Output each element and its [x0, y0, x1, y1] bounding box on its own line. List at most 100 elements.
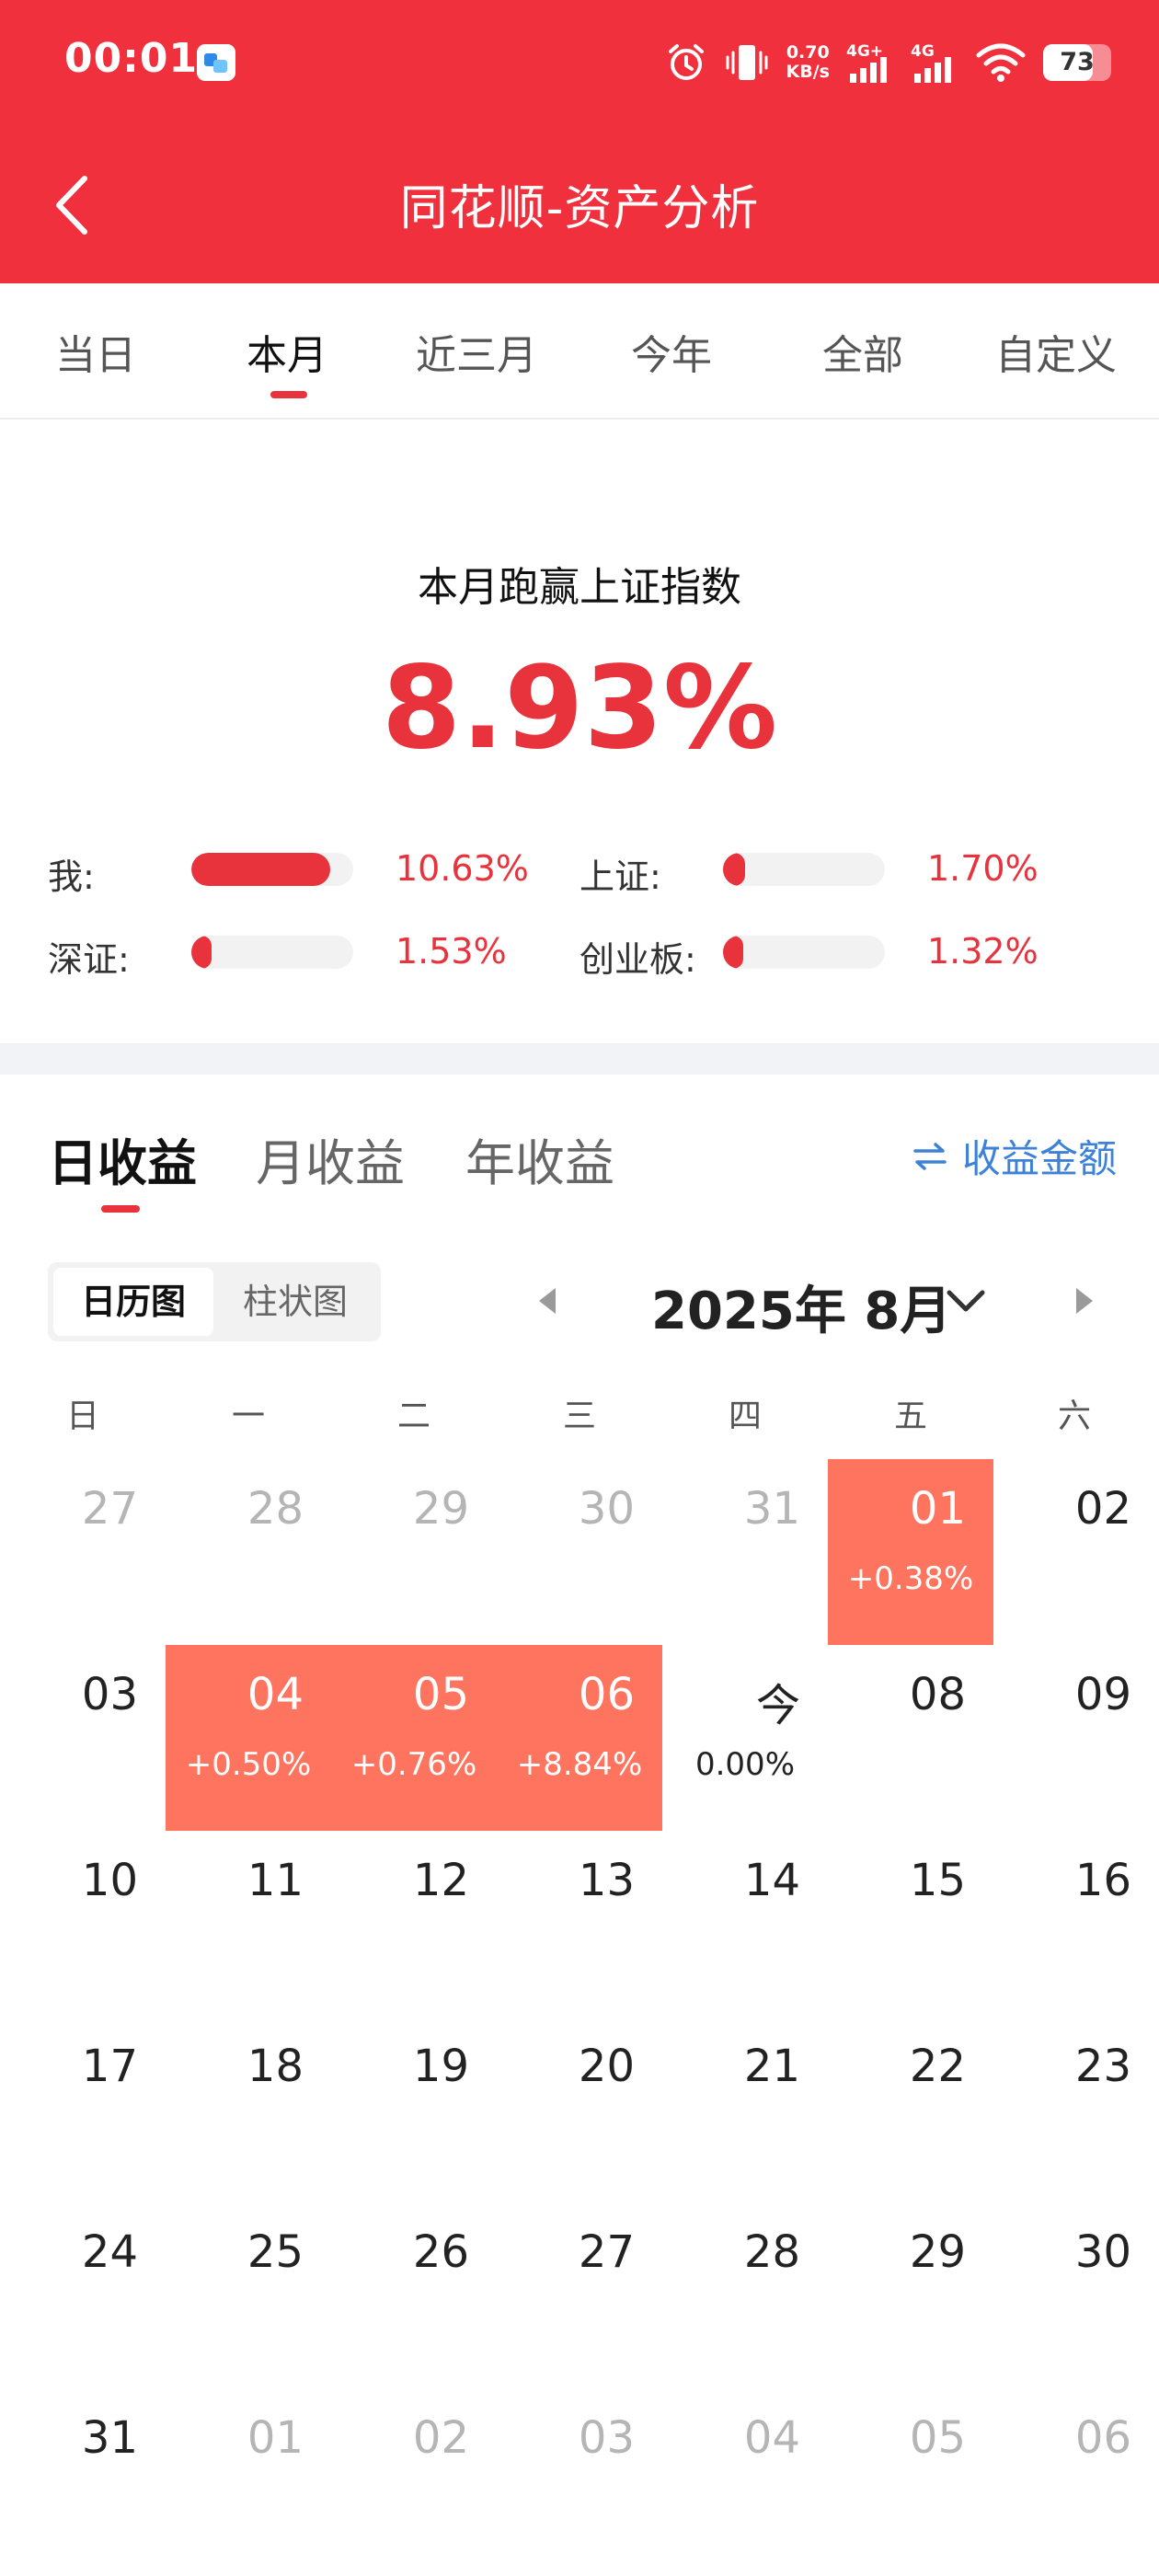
comparison-label-chinext: 创业板:	[580, 939, 696, 980]
toggle-earnings-amount-button[interactable]: 收益金额	[912, 1128, 1117, 1184]
comparison-bar-fill	[191, 853, 330, 886]
calendar-day[interactable]: 29	[828, 2202, 993, 2388]
calendar-day[interactable]: 29	[331, 1459, 497, 1645]
signal-type-label: 4G	[911, 42, 935, 61]
calendar-day[interactable]: 22	[828, 2017, 993, 2202]
calendar-day-return: +8.84%	[516, 1746, 643, 1783]
comparison-bar-chinext	[723, 936, 885, 969]
tab-today[interactable]: 当日	[55, 332, 136, 379]
calendar-day[interactable]: 06 +8.84%	[497, 1645, 662, 1831]
calendar-day-number: 25	[247, 2226, 304, 2278]
calendar-day[interactable]: 02	[993, 1459, 1159, 1645]
period-tabs: 当日 本月 近三月 今年 全部 自定义	[0, 283, 1159, 420]
calendar-day[interactable]: 10	[0, 1831, 166, 2017]
tab-all[interactable]: 全部	[822, 332, 903, 379]
comparison-label-shanghai: 上证:	[580, 857, 661, 897]
tab-monthly-earnings[interactable]: 月收益	[256, 1134, 405, 1192]
swap-icon	[913, 1142, 947, 1170]
calendar-day-number: 18	[247, 2041, 304, 2092]
active-earnings-tab-indicator	[101, 1205, 140, 1213]
bar-chart-view-button[interactable]: 柱状图	[242, 1282, 348, 1322]
calendar-day[interactable]: 08	[828, 1645, 993, 1831]
summary-title: 本月跑赢上证指数	[418, 564, 741, 611]
calendar-day[interactable]: 31	[662, 1459, 828, 1645]
calendar-day[interactable]: 28	[166, 1459, 331, 1645]
calendar-day[interactable]: 04	[662, 2388, 828, 2574]
calendar-grid: 27 28 29 30 31 01 +0.38% 02 03 04 +0.50% 05 +0.76% 06…	[0, 1459, 1159, 2563]
calendar-day[interactable]: 18	[166, 2017, 331, 2202]
calendar-day[interactable]: 17	[0, 2017, 166, 2202]
calendar-day[interactable]: 05	[828, 2388, 993, 2574]
battery-icon: 73	[1043, 44, 1111, 81]
calendar-day[interactable]: 14	[662, 1831, 828, 2017]
calendar-day[interactable]: 06	[993, 2388, 1159, 2574]
calendar-day[interactable]: 26	[331, 2202, 497, 2388]
calendar-day-number: 24	[81, 2226, 138, 2278]
calendar-day[interactable]: 01	[166, 2388, 331, 2574]
calendar-day-number: 20	[578, 2041, 635, 2092]
chevron-down-icon[interactable]	[940, 1275, 992, 1327]
calendar-day[interactable]: 24	[0, 2202, 166, 2388]
calendar-day-number: 01	[909, 1483, 966, 1535]
calendar-day-number: 06	[1074, 2412, 1131, 2464]
calendar-day-number: 30	[1074, 2226, 1131, 2278]
tab-this-month[interactable]: 本月	[247, 332, 327, 379]
calendar-day[interactable]: 09	[993, 1645, 1159, 1831]
status-icons: 0.70 KB/s 4G+ 4G 73	[665, 37, 1111, 88]
active-tab-indicator	[270, 391, 307, 398]
calendar-day[interactable]: 03	[497, 2388, 662, 2574]
calendar-day[interactable]: 30	[497, 1459, 662, 1645]
calendar-day-number: 02	[412, 2412, 469, 2464]
comparison-bar-fill	[191, 936, 212, 969]
weekday-header: 日	[65, 1397, 99, 1435]
calendar-day[interactable]: 今 0.00%	[662, 1645, 828, 1831]
calendar-day-number: 27	[81, 1483, 138, 1535]
signal-icon: 4G	[911, 42, 958, 83]
next-month-button[interactable]	[1065, 1282, 1102, 1319]
back-button[interactable]	[44, 171, 103, 239]
vibrate-icon	[726, 45, 768, 80]
calendar-day-number: 03	[578, 2412, 635, 2464]
calendar-day[interactable]: 16	[993, 1831, 1159, 2017]
calendar-day[interactable]: 03	[0, 1645, 166, 1831]
calendar-day[interactable]: 12	[331, 1831, 497, 2017]
weekday-header: 四	[728, 1397, 762, 1435]
calendar-day[interactable]: 11	[166, 1831, 331, 2017]
view-toggle: 日历图 柱状图	[48, 1262, 381, 1341]
calendar-day[interactable]: 25	[166, 2202, 331, 2388]
tab-last-three-months[interactable]: 近三月	[416, 332, 537, 379]
calendar-day[interactable]: 21	[662, 2017, 828, 2202]
comparison-bar-fill	[723, 853, 745, 886]
calendar-day[interactable]: 30	[993, 2202, 1159, 2388]
tab-daily-earnings[interactable]: 日收益	[48, 1134, 197, 1192]
calendar-day[interactable]: 13	[497, 1831, 662, 2017]
calendar-day-number: 05	[412, 1669, 469, 1720]
calendar-day-number: 26	[412, 2226, 469, 2278]
calendar-day[interactable]: 04 +0.50%	[166, 1645, 331, 1831]
weekday-header: 六	[1057, 1397, 1091, 1435]
prev-month-button[interactable]	[530, 1282, 567, 1319]
calendar-day[interactable]: 15	[828, 1831, 993, 2017]
calendar-day[interactable]: 27	[497, 2202, 662, 2388]
calendar-day[interactable]: 31	[0, 2388, 166, 2574]
calendar-day[interactable]: 19	[331, 2017, 497, 2202]
calendar-day[interactable]: 28	[662, 2202, 828, 2388]
tab-custom[interactable]: 自定义	[995, 332, 1117, 379]
calendar-view-button[interactable]: 日历图	[53, 1268, 213, 1336]
calendar-day[interactable]: 20	[497, 2017, 662, 2202]
battery-fill	[1043, 44, 1093, 81]
calendar-day-number: 28	[743, 2226, 800, 2278]
calendar-day[interactable]: 02	[331, 2388, 497, 2574]
calendar-day-number: 12	[412, 1855, 469, 1906]
calendar-day[interactable]: 05 +0.76%	[331, 1645, 497, 1831]
tab-yearly-earnings[interactable]: 年收益	[465, 1134, 614, 1192]
calendar-day-number: 03	[81, 1669, 138, 1720]
calendar-day-return: 0.00%	[694, 1746, 795, 1783]
month-label[interactable]: 2025年 8月	[651, 1282, 952, 1341]
calendar-day[interactable]: 27	[0, 1459, 166, 1645]
calendar-day-number: 14	[743, 1855, 800, 1906]
calendar-day[interactable]: 01 +0.38%	[828, 1459, 993, 1645]
comparison-value-shenzhen: 1.53%	[396, 931, 507, 972]
tab-this-year[interactable]: 今年	[631, 332, 712, 379]
calendar-day[interactable]: 23	[993, 2017, 1159, 2202]
